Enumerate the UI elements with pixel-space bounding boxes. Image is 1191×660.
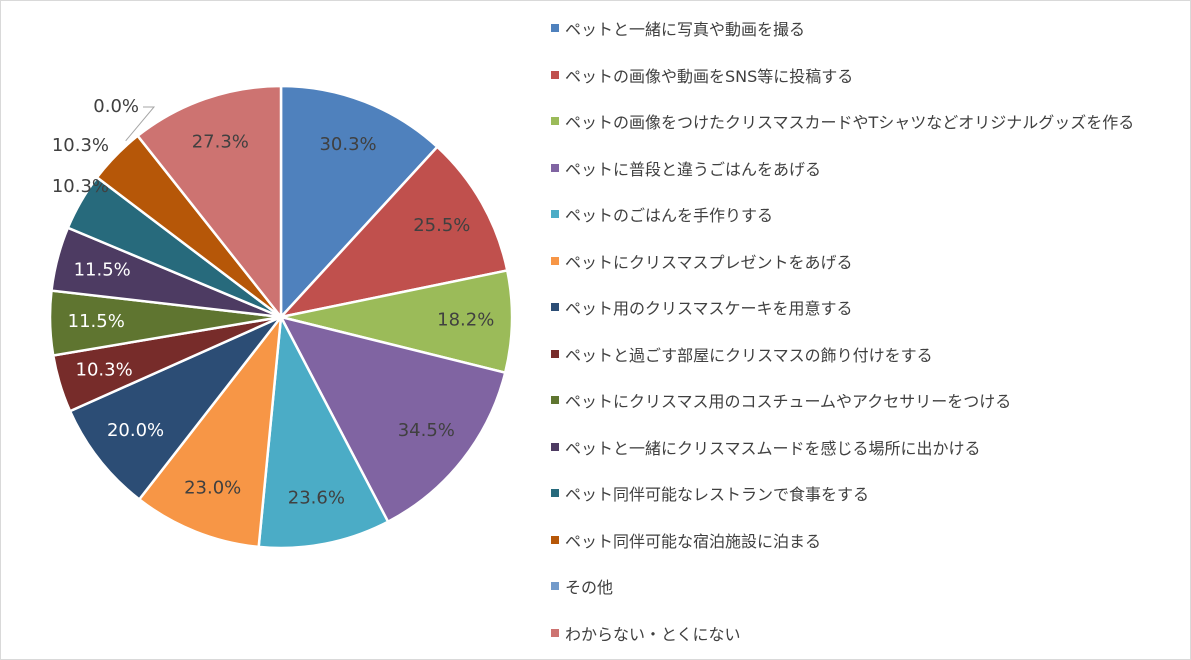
data-label: 27.3% (192, 131, 249, 152)
data-label: 10.3% (52, 135, 109, 156)
legend-swatch (551, 303, 559, 312)
legend-item: ペットと一緒に写真や動画を撮る (551, 5, 1134, 52)
legend-item: わからない・とくにない (551, 610, 1134, 657)
legend-item: ペット同伴可能なレストランで食事をする (551, 470, 1134, 517)
legend-swatch (551, 442, 559, 451)
legend-label: ペットの画像や動画をSNS等に投稿する (565, 66, 854, 86)
pie-slice (279, 84, 440, 321)
pie-slice (277, 145, 509, 320)
data-label: 11.5% (68, 311, 125, 332)
data-label: 11.5% (74, 259, 131, 280)
legend-swatch (551, 628, 559, 637)
legend-label: ペットに普段と違うごはんをあげる (565, 159, 822, 179)
data-label: 23.6% (288, 487, 345, 508)
legend-item: その他 (551, 563, 1134, 610)
pie-slice (280, 268, 514, 375)
legend-item: ペット同伴可能な宿泊施設に泊まる (551, 517, 1134, 564)
data-label: 18.2% (437, 310, 494, 331)
legend-label: ペットと一緒に写真や動画を撮る (565, 20, 806, 40)
data-label: 10.3% (76, 359, 133, 380)
legend-swatch (551, 210, 559, 219)
legend-swatch (551, 117, 559, 126)
legend-item: ペットのごはんを手作りする (551, 191, 1134, 238)
legend-swatch (551, 256, 559, 265)
legend-swatch (551, 24, 559, 33)
legend-label: ペットの画像をつけたクリスマスカードやTシャツなどオリジナルグッズを作る (565, 113, 1135, 133)
data-label: 20.0% (107, 420, 164, 441)
data-label: 34.5% (398, 420, 455, 441)
legend-swatch (551, 349, 559, 358)
data-label: 0.0% (93, 96, 139, 117)
data-label: 23.0% (184, 478, 241, 499)
data-label: 25.5% (413, 215, 470, 236)
legend-label: ペット用のクリスマスケーキを用意する (565, 299, 853, 319)
leader-line (125, 106, 156, 142)
data-label: 30.3% (319, 134, 376, 155)
legend-label: ペットにクリスマスプレゼントをあげる (565, 252, 853, 272)
pie-slice (257, 312, 390, 550)
legend-item: ペットに普段と違うごはんをあげる (551, 145, 1134, 192)
legend-item: ペットと過ごす部屋にクリスマスの飾り付けをする (551, 331, 1134, 378)
legend-label: ペットにクリスマス用のコスチュームやアクセサリーをつける (565, 392, 1012, 412)
legend-label: ペットと過ごす部屋にクリスマスの飾り付けをする (565, 345, 933, 365)
legend-item: ペットにクリスマス用のコスチュームやアクセサリーをつける (551, 377, 1134, 424)
legend-label: ペット同伴可能な宿泊施設に泊まる (565, 531, 822, 551)
pie-slice (278, 315, 507, 524)
legend-label: ペットと一緒にクリスマスムードを感じる場所に出かける (565, 438, 981, 458)
pie-slice (135, 84, 283, 321)
legend-label: ペットのごはんを手作りする (565, 206, 774, 226)
data-label: 10.3% (52, 176, 109, 197)
legend-item: ペット用のクリスマスケーキを用意する (551, 284, 1134, 331)
legend-swatch (551, 70, 559, 79)
legend-swatch (551, 163, 559, 172)
legend: ペットと一緒に写真や動画を撮るペットの画像や動画をSNS等に投稿するペットの画像… (551, 5, 1134, 656)
legend-item: ペットの画像をつけたクリスマスカードやTシャツなどオリジナルグッズを作る (551, 98, 1134, 145)
pie-slice (137, 312, 283, 549)
legend-item: ペットにクリスマスプレゼントをあげる (551, 238, 1134, 285)
legend-item: ペットと一緒にクリスマスムードを感じる場所に出かける (551, 424, 1134, 471)
legend-swatch (551, 535, 559, 544)
legend-swatch (551, 396, 559, 405)
legend-item: ペットの画像や動画をSNS等に投稿する (551, 52, 1134, 99)
legend-label: わからない・とくにない (565, 624, 741, 644)
legend-label: ペット同伴可能なレストランで食事をする (565, 485, 870, 505)
legend-swatch (551, 489, 559, 498)
legend-label: その他 (565, 578, 614, 598)
legend-swatch (551, 582, 559, 591)
pie-slice (68, 315, 282, 502)
